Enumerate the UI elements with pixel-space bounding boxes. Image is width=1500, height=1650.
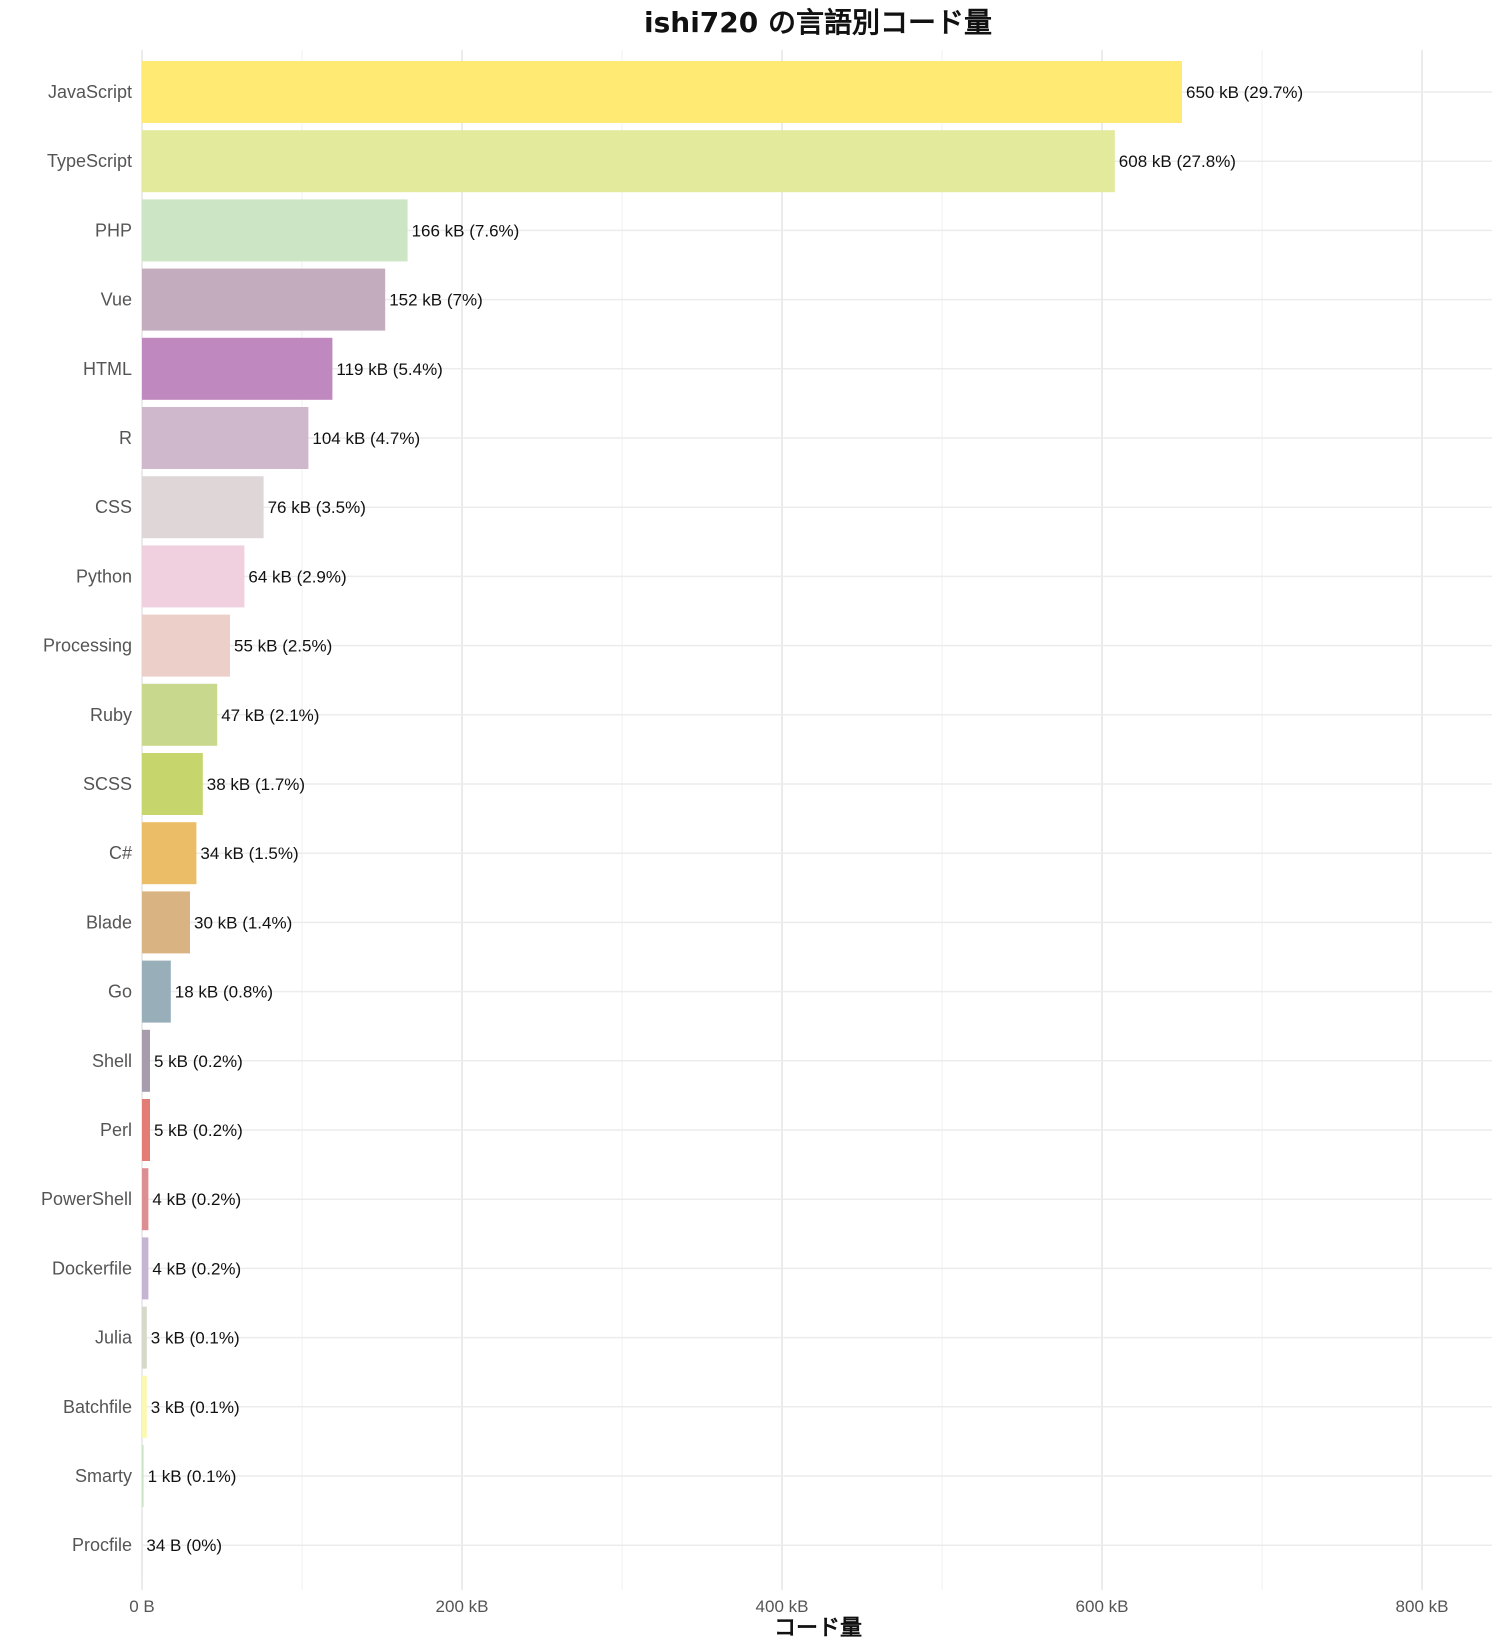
- bar-php: [142, 199, 408, 262]
- data-label: 166 kB (7.6%): [412, 221, 520, 240]
- data-label: 119 kB (5.4%): [336, 360, 442, 379]
- y-tick-label: Dockerfile: [52, 1258, 132, 1278]
- y-tick-label: Smarty: [75, 1466, 132, 1486]
- bar-typescript: [142, 130, 1115, 193]
- x-axis-ticks: 0 B 200 kB 400 kB 600 kB 800 kB: [129, 1597, 1448, 1616]
- y-tick-label: Processing: [43, 636, 132, 656]
- bar-shell: [142, 1029, 150, 1092]
- y-tick-label: Shell: [92, 1051, 132, 1071]
- data-label: 64 kB (2.9%): [248, 567, 346, 586]
- y-tick-label: Batchfile: [63, 1397, 132, 1417]
- y-tick-label: Procfile: [72, 1535, 132, 1555]
- bar-vue: [142, 268, 386, 331]
- bar-r: [142, 407, 309, 469]
- y-tick-label: HTML: [83, 359, 132, 379]
- bar-dockerfile: [142, 1237, 149, 1300]
- bar-html: [142, 337, 333, 400]
- x-tick-label: 200 kB: [436, 1597, 489, 1616]
- bar-julia: [142, 1306, 147, 1369]
- data-label: 1 kB (0.1%): [148, 1467, 237, 1486]
- y-axis-labels: JavaScript TypeScript PHP Vue HTML R CSS Python…: [41, 82, 133, 1555]
- y-tick-label: TypeScript: [47, 151, 132, 171]
- y-tick-label: Blade: [86, 912, 132, 932]
- data-label: 3 kB (0.1%): [151, 1398, 240, 1417]
- y-tick-label: R: [119, 428, 132, 448]
- data-label: 38 kB (1.7%): [207, 775, 305, 794]
- x-tick-label: 0 B: [129, 1597, 155, 1616]
- data-label: 34 kB (1.5%): [200, 844, 298, 863]
- bar-css: [142, 476, 264, 539]
- y-tick-label: C#: [109, 843, 132, 863]
- data-label: 608 kB (27.8%): [1119, 152, 1236, 171]
- y-tick-label: Perl: [100, 1120, 132, 1140]
- bar-c-: [142, 822, 197, 885]
- bar-powershell: [142, 1168, 149, 1231]
- data-label: 55 kB (2.5%): [234, 637, 332, 656]
- bar-perl: [142, 1099, 150, 1161]
- y-tick-label: PowerShell: [41, 1189, 132, 1209]
- y-tick-label: SCSS: [83, 774, 132, 794]
- data-label: 34 B (0%): [146, 1536, 222, 1555]
- data-label: 76 kB (3.5%): [268, 498, 366, 517]
- bar-python: [142, 545, 245, 608]
- data-label: 30 kB (1.4%): [194, 913, 292, 932]
- data-label: 104 kB (4.7%): [312, 429, 420, 448]
- bar-go: [142, 960, 171, 1023]
- chart-title: ishi720 の言語別コード量: [644, 6, 992, 39]
- data-label: 18 kB (0.8%): [175, 983, 273, 1002]
- bar-processing: [142, 614, 230, 677]
- bar-batchfile: [142, 1375, 147, 1438]
- bar-javascript: [142, 61, 1182, 123]
- y-tick-label: Julia: [95, 1328, 133, 1348]
- x-tick-label: 600 kB: [1076, 1597, 1129, 1616]
- bars: [142, 61, 1182, 1577]
- data-label: 5 kB (0.2%): [154, 1121, 243, 1140]
- y-tick-label: Vue: [101, 290, 132, 310]
- data-label: 650 kB (29.7%): [1186, 83, 1303, 102]
- y-tick-label: Go: [108, 982, 132, 1002]
- y-tick-label: Python: [76, 566, 132, 586]
- data-label: 4 kB (0.2%): [152, 1259, 241, 1278]
- data-label: 47 kB (2.1%): [221, 706, 319, 725]
- data-labels: 650 kB (29.7%) 608 kB (27.8%) 166 kB (7.6%…: [146, 83, 1303, 1555]
- bar-smarty: [142, 1445, 144, 1507]
- bar-blade: [142, 891, 190, 954]
- data-label: 4 kB (0.2%): [152, 1190, 241, 1209]
- y-tick-label: CSS: [95, 497, 132, 517]
- y-tick-label: JavaScript: [48, 82, 132, 102]
- bar-scss: [142, 753, 203, 815]
- x-tick-label: 800 kB: [1396, 1597, 1449, 1616]
- y-tick-label: Ruby: [90, 705, 132, 725]
- x-axis-title: コード量: [774, 1616, 862, 1641]
- bar-ruby: [142, 683, 218, 746]
- data-label: 5 kB (0.2%): [154, 1052, 243, 1071]
- x-tick-label: 400 kB: [756, 1597, 809, 1616]
- data-label: 152 kB (7%): [389, 291, 483, 310]
- data-label: 3 kB (0.1%): [151, 1329, 240, 1348]
- y-tick-label: PHP: [95, 220, 132, 240]
